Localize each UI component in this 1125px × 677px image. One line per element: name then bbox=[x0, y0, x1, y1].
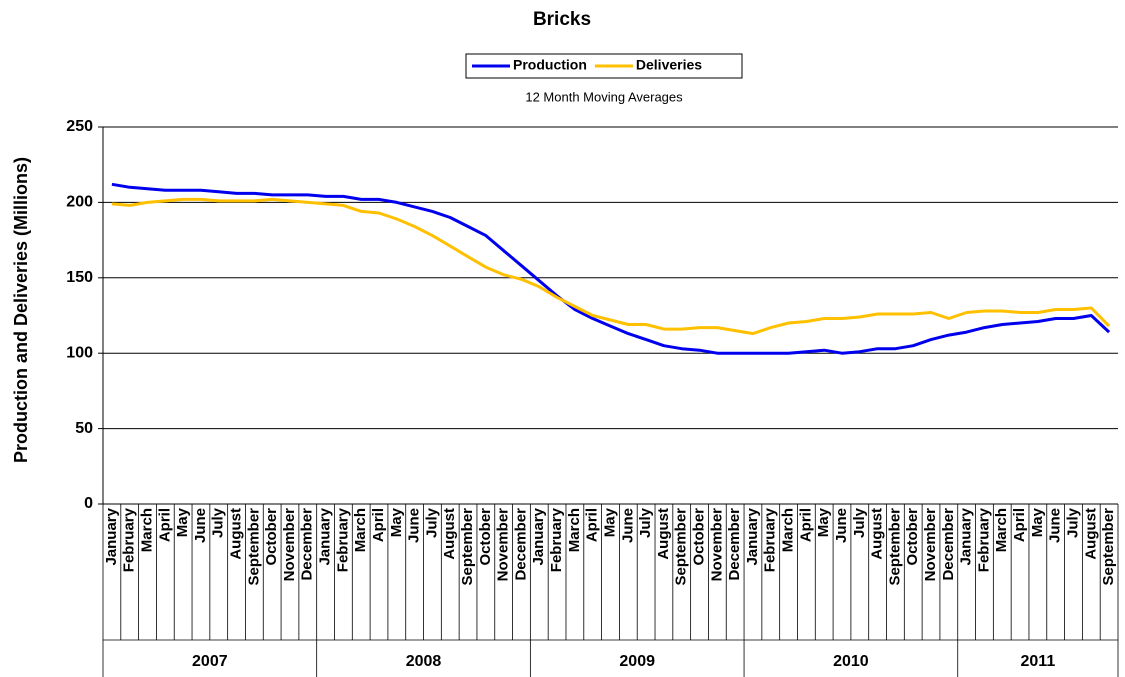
x-tick-label: April bbox=[584, 508, 601, 542]
x-tick-label: August bbox=[655, 508, 672, 560]
x-tick-label: September bbox=[459, 508, 476, 586]
year-label: 2008 bbox=[406, 653, 442, 670]
x-tick-label: May bbox=[174, 507, 191, 537]
x-tick-label: October bbox=[691, 508, 708, 566]
x-tick-label: January bbox=[103, 507, 120, 565]
y-tick-label: 0 bbox=[84, 495, 93, 512]
x-tick-label: January bbox=[958, 507, 975, 565]
x-tick-label: April bbox=[370, 508, 387, 542]
y-tick-label: 250 bbox=[66, 118, 93, 135]
x-tick-label: September bbox=[673, 508, 690, 586]
y-tick-label: 100 bbox=[66, 344, 93, 361]
x-tick-label: December bbox=[726, 508, 743, 581]
x-tick-label: March bbox=[352, 508, 369, 552]
x-tick-label: February bbox=[121, 507, 138, 572]
x-tick-label: June bbox=[1047, 508, 1064, 543]
x-tick-label: March bbox=[566, 508, 583, 552]
x-tick-label: November bbox=[922, 508, 939, 582]
x-tick-label: November bbox=[708, 508, 725, 582]
x-tick-label: August bbox=[441, 508, 458, 560]
x-tick-label: April bbox=[156, 508, 173, 542]
x-tick-label: December bbox=[940, 508, 957, 581]
y-tick-label: 200 bbox=[66, 194, 93, 211]
x-tick-label: June bbox=[833, 508, 850, 543]
x-tick-label: August bbox=[869, 508, 886, 560]
year-label: 2010 bbox=[833, 653, 869, 670]
x-tick-label: June bbox=[192, 508, 209, 543]
x-tick-label: September bbox=[245, 508, 262, 586]
x-tick-label: December bbox=[299, 508, 316, 581]
x-tick-label: January bbox=[530, 507, 547, 565]
series-line bbox=[111, 197, 1111, 336]
x-tick-label: November bbox=[495, 508, 512, 582]
x-tick-label: May bbox=[601, 507, 618, 537]
x-tick-label: August bbox=[228, 508, 245, 560]
year-label: 2009 bbox=[619, 653, 655, 670]
x-tick-label: November bbox=[281, 508, 298, 582]
x-tick-label: April bbox=[1011, 508, 1028, 542]
legend-label: Production bbox=[513, 57, 587, 73]
series-line bbox=[111, 182, 1111, 355]
x-tick-label: February bbox=[334, 507, 351, 572]
year-label: 2011 bbox=[1021, 653, 1056, 670]
legend-label: Deliveries bbox=[636, 57, 702, 73]
y-axis-label: Production and Deliveries (Millions) bbox=[11, 157, 31, 463]
x-tick-label: April bbox=[797, 508, 814, 542]
x-tick-label: March bbox=[780, 508, 797, 552]
x-tick-label: May bbox=[388, 507, 405, 537]
x-tick-label: May bbox=[1029, 507, 1046, 537]
x-tick-label: September bbox=[1100, 508, 1117, 586]
y-tick-label: 150 bbox=[66, 269, 93, 286]
year-label: 2007 bbox=[192, 653, 228, 670]
x-tick-label: January bbox=[317, 507, 334, 565]
x-tick-label: May bbox=[815, 507, 832, 537]
x-tick-label: October bbox=[904, 508, 921, 566]
x-tick-label: February bbox=[975, 507, 992, 572]
x-tick-label: July bbox=[637, 507, 654, 538]
x-tick-label: June bbox=[406, 508, 423, 543]
x-tick-label: December bbox=[512, 508, 529, 581]
x-tick-label: March bbox=[138, 508, 155, 552]
x-tick-label: July bbox=[210, 507, 227, 538]
x-tick-label: August bbox=[1082, 508, 1099, 560]
x-tick-label: October bbox=[477, 508, 494, 566]
x-tick-label: October bbox=[263, 508, 280, 566]
x-tick-label: September bbox=[886, 508, 903, 586]
x-tick-label: March bbox=[993, 508, 1010, 552]
x-tick-label: February bbox=[548, 507, 565, 572]
x-tick-label: June bbox=[619, 508, 636, 543]
subtitle: 12 Month Moving Averages bbox=[525, 89, 683, 104]
x-tick-label: July bbox=[1064, 507, 1081, 538]
y-tick-label: 50 bbox=[75, 420, 93, 437]
x-tick-label: February bbox=[762, 507, 779, 572]
chart-title: Bricks bbox=[533, 9, 591, 30]
x-tick-label: January bbox=[744, 507, 761, 565]
x-tick-label: July bbox=[851, 507, 868, 538]
x-tick-label: July bbox=[423, 507, 440, 538]
